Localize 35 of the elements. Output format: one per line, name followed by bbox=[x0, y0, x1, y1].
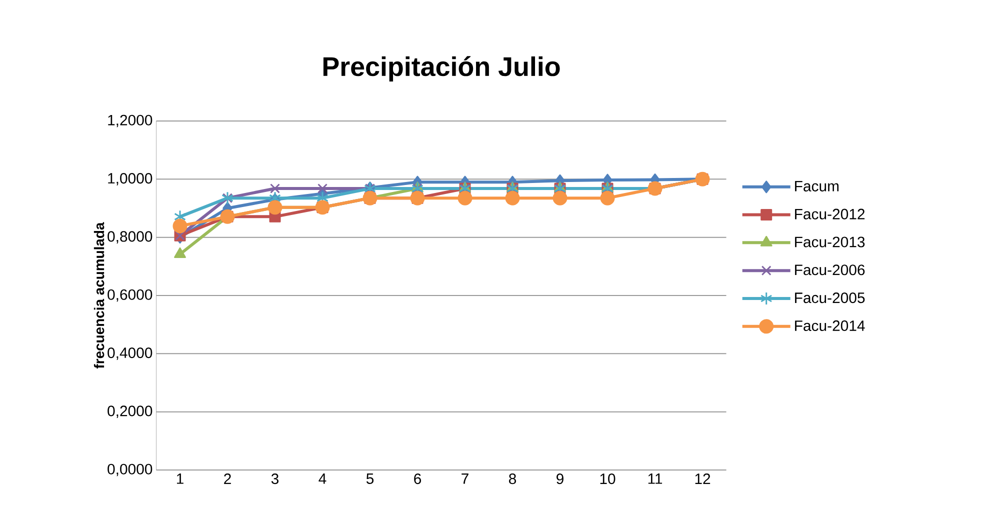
y-tick-label: 0,2000 bbox=[108, 406, 152, 418]
x-tick-label: 1 bbox=[176, 474, 184, 484]
y-tick-label: 0,8000 bbox=[108, 231, 152, 244]
x-tick-label: 2 bbox=[224, 474, 231, 484]
y-axis-title: frecuencia acumulada bbox=[94, 222, 104, 369]
legend-label: Facu-2005 bbox=[795, 292, 865, 304]
x-tick-label: 5 bbox=[366, 474, 374, 484]
legend-label: Facum bbox=[795, 181, 839, 192]
point bbox=[172, 218, 188, 234]
point bbox=[270, 183, 280, 194]
x-tick-label: 3 bbox=[271, 474, 279, 484]
legend-label: Facu-2006 bbox=[795, 264, 865, 276]
point bbox=[458, 190, 472, 206]
y-tick-label: 1,0000 bbox=[108, 172, 152, 186]
y-tick-label: 0,0000 bbox=[108, 464, 152, 476]
x-tick-label: 4 bbox=[318, 474, 326, 484]
chart-title: Precipitación Julio bbox=[323, 56, 560, 82]
point bbox=[318, 183, 328, 194]
x-tick-label: 10 bbox=[600, 474, 616, 484]
point bbox=[552, 190, 568, 206]
y-tick-label: 0,4000 bbox=[108, 347, 152, 360]
legend-label: Facu-2012 bbox=[795, 208, 865, 220]
point bbox=[268, 200, 282, 215]
point bbox=[505, 190, 520, 206]
x-tick-label: 12 bbox=[695, 474, 710, 484]
y-tick-label: 1,2000 bbox=[108, 114, 152, 128]
x-tick-label: 6 bbox=[414, 474, 422, 484]
x-tick-label: 9 bbox=[556, 474, 564, 484]
x-tick-label: 8 bbox=[509, 474, 516, 484]
x-tick-label: 7 bbox=[462, 474, 468, 484]
legend-label: Facu-2013 bbox=[795, 236, 865, 248]
y-tick-label: 0,6000 bbox=[108, 289, 152, 302]
x-tick-label: 11 bbox=[648, 474, 662, 484]
point bbox=[600, 190, 615, 206]
legend-label: Facu-2014 bbox=[795, 320, 865, 332]
